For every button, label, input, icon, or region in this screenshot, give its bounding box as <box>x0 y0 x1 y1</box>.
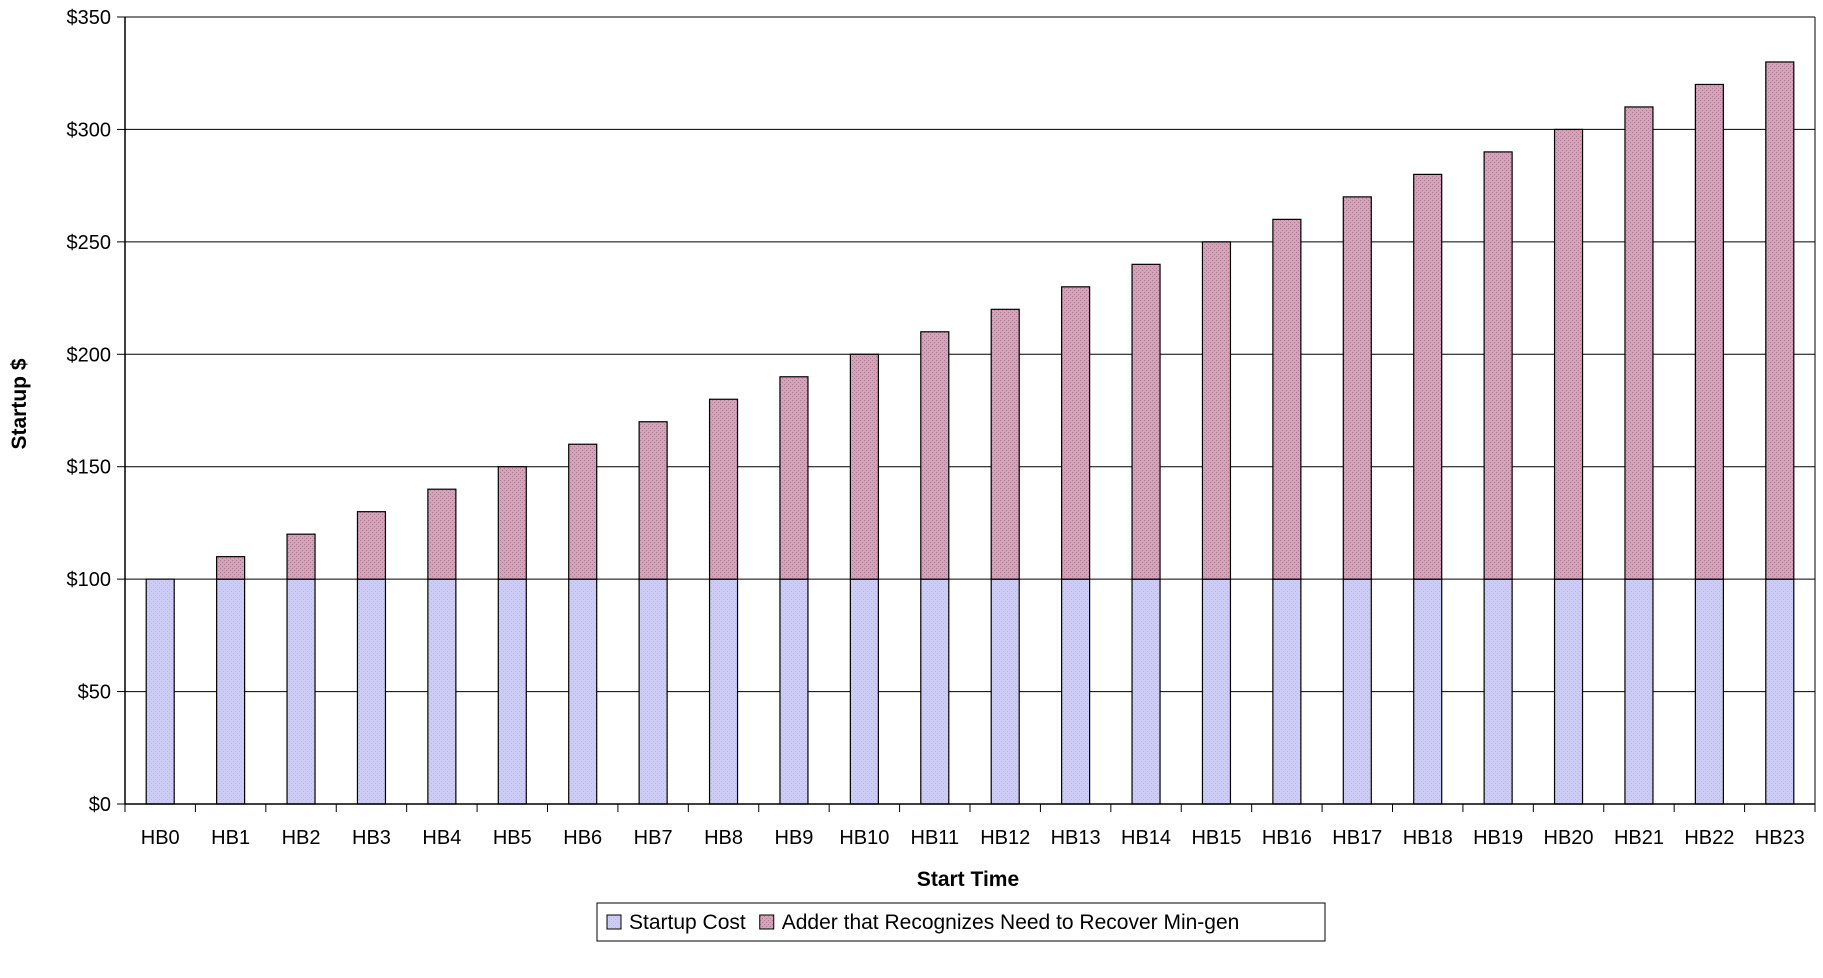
bar-adder <box>1694 83 1724 580</box>
y-tick-label: $350 <box>67 7 112 29</box>
bar-adder <box>356 511 387 580</box>
bar-adder <box>427 488 457 580</box>
bar-adder <box>638 421 668 580</box>
y-tick-label: $300 <box>67 119 112 141</box>
legend-label: Startup Cost <box>629 911 746 934</box>
x-tick-label: HB23 <box>1755 827 1805 849</box>
y-tick-label: $50 <box>78 682 111 704</box>
bar-adder <box>1413 173 1443 580</box>
x-tick-label: HB21 <box>1614 827 1664 849</box>
x-tick-label: HB6 <box>563 827 602 849</box>
bar-adder <box>286 533 316 580</box>
bar-adder <box>920 331 950 580</box>
x-tick-label: HB22 <box>1684 827 1734 849</box>
y-tick-label: $250 <box>67 232 112 254</box>
axes <box>117 16 1816 812</box>
bar-startup-cost <box>1061 578 1091 805</box>
legend-swatch <box>606 914 622 930</box>
bars <box>145 61 1795 805</box>
y-tick-label: $150 <box>67 457 112 479</box>
bar-startup-cost <box>779 578 809 805</box>
bar-startup-cost <box>1131 578 1161 805</box>
legend-box <box>596 902 1326 942</box>
x-tick-label: HB5 <box>493 827 532 849</box>
bar-adder <box>1553 128 1584 580</box>
x-tick-label: HB14 <box>1121 827 1171 849</box>
bar-adder <box>708 398 739 580</box>
x-axis-title: Start Time <box>917 868 1019 891</box>
bar-adder <box>1201 241 1232 580</box>
bar-startup-cost <box>145 578 175 805</box>
bar-adder <box>779 376 809 580</box>
x-tick-label: HB19 <box>1473 827 1523 849</box>
legend-label: Adder that Recognizes Need to Recover Mi… <box>782 911 1240 934</box>
bar-adder <box>990 308 1020 580</box>
x-tick-label: HB16 <box>1262 827 1312 849</box>
y-tick-label: $100 <box>67 569 112 591</box>
bar-adder <box>497 466 527 580</box>
y-axis-title: Startup $ <box>8 358 31 449</box>
bar-startup-cost <box>497 578 527 805</box>
bar-startup-cost <box>1413 578 1443 805</box>
x-tick-label: HB15 <box>1191 827 1241 849</box>
bar-adder <box>1272 218 1302 580</box>
x-tick-label: HB1 <box>211 827 250 849</box>
bar-startup-cost <box>286 578 316 805</box>
y-tick-labels: $0 $50 $100 $150 $200 $250 $300 $350 <box>67 7 112 816</box>
x-tick-labels: HB0 HB1 HB2 HB3 HB4 HB5 HB6 HB7 HB8 HB9 HB10 HB11 HB… <box>141 827 1805 849</box>
bar-startup-cost <box>427 578 457 805</box>
bar-startup-cost <box>1201 578 1232 805</box>
bar-startup-cost <box>1342 578 1372 805</box>
bar-startup-cost <box>1694 578 1724 805</box>
x-tick-label: HB20 <box>1544 827 1594 849</box>
y-tick-label: $200 <box>67 344 112 366</box>
bar-startup-cost <box>708 578 739 805</box>
bar-startup-cost <box>1483 578 1513 805</box>
bar-startup-cost <box>990 578 1020 805</box>
bar-startup-cost <box>849 578 879 805</box>
x-tick-label: HB7 <box>634 827 673 849</box>
x-tick-label: HB18 <box>1403 827 1453 849</box>
x-tick-label: HB11 <box>911 827 960 849</box>
x-tick-label: HB0 <box>141 827 180 849</box>
bar-adder <box>1765 61 1795 580</box>
x-tick-label: HB2 <box>282 827 321 849</box>
bar-startup-cost <box>1765 578 1795 805</box>
bar-adder <box>1624 106 1654 580</box>
bar-adder <box>568 443 598 580</box>
x-tick-label: HB4 <box>422 827 461 849</box>
bar-startup-cost <box>356 578 387 805</box>
bar-adder <box>849 353 879 580</box>
x-tick-label: HB3 <box>352 827 391 849</box>
bar-startup-cost <box>216 578 246 805</box>
bar-startup-cost <box>1553 578 1584 805</box>
legend-swatch <box>759 914 775 930</box>
x-tick-label: HB10 <box>839 827 889 849</box>
x-tick-label: HB8 <box>704 827 743 849</box>
bar-adder <box>1061 286 1091 580</box>
bar-adder <box>1131 263 1161 580</box>
x-tick-label: HB12 <box>980 827 1030 849</box>
bar-startup-cost <box>638 578 668 805</box>
bar-startup-cost <box>920 578 950 805</box>
legend: Startup Cost Adder that Recognizes Need t… <box>596 902 1326 942</box>
bar-startup-cost <box>1272 578 1302 805</box>
bar-startup-cost <box>568 578 598 805</box>
bar-adder <box>1342 196 1372 580</box>
x-tick-label: HB9 <box>775 827 814 849</box>
x-tick-label: HB13 <box>1051 827 1101 849</box>
gridlines <box>125 16 1815 693</box>
x-tick-label: HB17 <box>1332 827 1382 849</box>
y-tick-label: $0 <box>89 794 111 816</box>
bar-adder <box>1483 151 1513 580</box>
bar-startup-cost <box>1624 578 1654 805</box>
bar-adder <box>216 556 246 580</box>
